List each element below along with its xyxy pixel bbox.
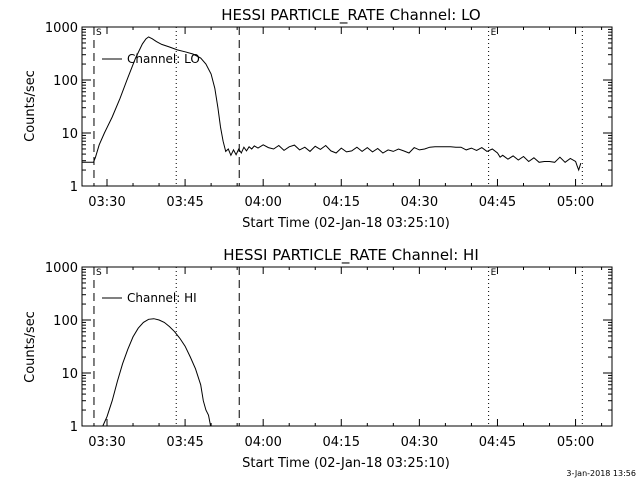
- x-tick-label: 04:45: [479, 195, 516, 210]
- time-marker-label: S: [96, 268, 102, 278]
- x-tick-label: 03:45: [166, 195, 203, 210]
- x-tick-label: 05:00: [557, 435, 594, 450]
- time-marker-label: E: [491, 268, 497, 278]
- plot-frame: [81, 266, 613, 427]
- series-line: [82, 36, 582, 172]
- y-tick-label: 1000: [45, 261, 78, 276]
- y-axis-label: Counts/sec: [23, 70, 38, 142]
- x-axis-label: Start Time (02-Jan-18 03:25:10): [242, 456, 450, 471]
- y-tick-label: 1: [70, 180, 78, 195]
- x-tick-label: 04:45: [479, 435, 516, 450]
- series-line: [102, 318, 212, 427]
- x-tick-label: 04:30: [401, 435, 438, 450]
- legend-label: Channel: LO: [127, 52, 200, 66]
- y-tick-label: 1: [70, 420, 78, 435]
- x-tick-label: 04:15: [323, 435, 360, 450]
- panel-lo: HESSI PARTICLE_RATE Channel: LO Counts/s…: [23, 6, 613, 231]
- x-tick-label: 04:00: [244, 195, 281, 210]
- time-marker-label: E: [491, 28, 497, 38]
- y-tick-label: 10: [61, 127, 78, 142]
- series: [102, 318, 212, 427]
- footer-timestamp: 3-Jan-2018 13:56: [566, 469, 636, 478]
- ticks: 03:30 03:45 04:00 04:15 04:30 04:45 05:00 1 10 10…: [45, 261, 612, 450]
- x-tick-label: 03:30: [88, 195, 125, 210]
- time-marker-label: S: [96, 28, 102, 38]
- x-tick-label: 03:30: [88, 435, 125, 450]
- ticks: 03:30 03:45 04:00 04:15 04:30 04:45 05:00 1 10 10…: [45, 21, 612, 210]
- plot-frame: [81, 26, 613, 187]
- y-tick-label: 100: [53, 314, 78, 329]
- panel-hi: HESSI PARTICLE_RATE Channel: HI Counts/s…: [23, 246, 613, 471]
- y-axis-label: Counts/sec: [23, 311, 38, 383]
- x-tick-label: 04:15: [323, 195, 360, 210]
- chart-title: HESSI PARTICLE_RATE Channel: LO: [221, 6, 480, 25]
- legend-label: Channel: HI: [127, 291, 197, 305]
- y-tick-label: 10: [61, 367, 78, 382]
- chart-title: HESSI PARTICLE_RATE Channel: HI: [223, 246, 479, 265]
- y-tick-label: 100: [53, 74, 78, 89]
- x-tick-label: 03:45: [166, 435, 203, 450]
- x-tick-label: 05:00: [557, 195, 594, 210]
- series: [82, 36, 582, 172]
- y-tick-label: 1000: [45, 21, 78, 36]
- x-tick-label: 04:00: [244, 435, 281, 450]
- x-axis-label: Start Time (02-Jan-18 03:25:10): [242, 216, 450, 231]
- x-tick-label: 04:30: [401, 195, 438, 210]
